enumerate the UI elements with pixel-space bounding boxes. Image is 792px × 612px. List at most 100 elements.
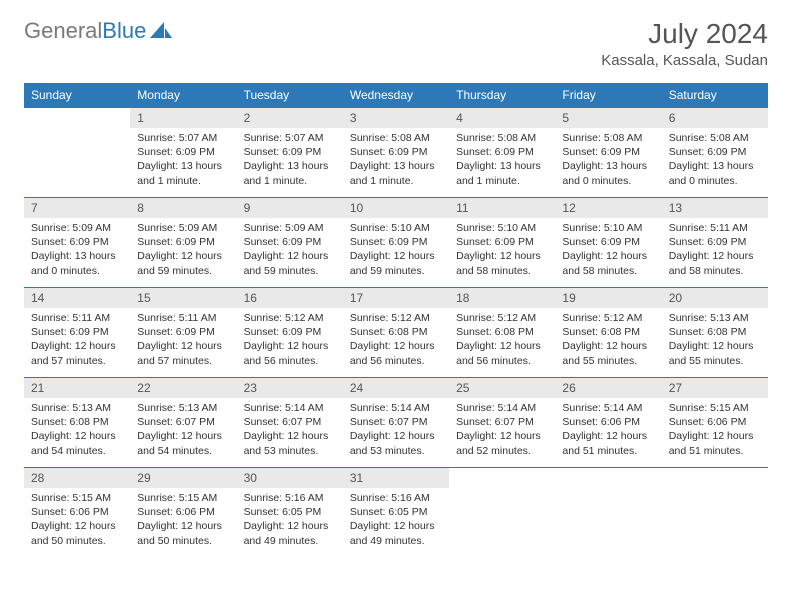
calendar-cell: 25Sunrise: 5:14 AMSunset: 6:07 PMDayligh… [449,377,555,467]
day-body: Sunrise: 5:08 AMSunset: 6:09 PMDaylight:… [343,128,449,194]
day-number-empty [24,107,130,128]
calendar-cell: 29Sunrise: 5:15 AMSunset: 6:06 PMDayligh… [130,467,236,557]
day-body: Sunrise: 5:14 AMSunset: 6:07 PMDaylight:… [237,398,343,464]
calendar-cell: 3Sunrise: 5:08 AMSunset: 6:09 PMDaylight… [343,107,449,197]
day-body: Sunrise: 5:12 AMSunset: 6:08 PMDaylight:… [449,308,555,374]
weekday-header: Sunday [24,83,130,107]
calendar-cell: 20Sunrise: 5:13 AMSunset: 6:08 PMDayligh… [662,287,768,377]
header: GeneralBlue July 2024 Kassala, Kassala, … [24,18,768,69]
calendar-cell [449,467,555,557]
day-number: 27 [662,377,768,398]
calendar-cell: 4Sunrise: 5:08 AMSunset: 6:09 PMDaylight… [449,107,555,197]
calendar-cell: 10Sunrise: 5:10 AMSunset: 6:09 PMDayligh… [343,197,449,287]
calendar-cell: 14Sunrise: 5:11 AMSunset: 6:09 PMDayligh… [24,287,130,377]
day-body: Sunrise: 5:10 AMSunset: 6:09 PMDaylight:… [449,218,555,284]
day-number: 6 [662,107,768,128]
day-number: 8 [130,197,236,218]
day-number: 10 [343,197,449,218]
calendar-cell: 8Sunrise: 5:09 AMSunset: 6:09 PMDaylight… [130,197,236,287]
day-number: 28 [24,467,130,488]
brand-part1: General [24,18,102,44]
calendar-week-row: 21Sunrise: 5:13 AMSunset: 6:08 PMDayligh… [24,377,768,467]
calendar-cell: 21Sunrise: 5:13 AMSunset: 6:08 PMDayligh… [24,377,130,467]
day-number: 16 [237,287,343,308]
day-body: Sunrise: 5:15 AMSunset: 6:06 PMDaylight:… [130,488,236,554]
day-number-empty [449,467,555,488]
day-body: Sunrise: 5:14 AMSunset: 6:07 PMDaylight:… [449,398,555,464]
day-body: Sunrise: 5:12 AMSunset: 6:08 PMDaylight:… [343,308,449,374]
day-body: Sunrise: 5:16 AMSunset: 6:05 PMDaylight:… [237,488,343,554]
calendar-body: 1Sunrise: 5:07 AMSunset: 6:09 PMDaylight… [24,107,768,557]
day-body: Sunrise: 5:08 AMSunset: 6:09 PMDaylight:… [449,128,555,194]
day-body: Sunrise: 5:09 AMSunset: 6:09 PMDaylight:… [24,218,130,284]
day-body: Sunrise: 5:10 AMSunset: 6:09 PMDaylight:… [343,218,449,284]
day-number: 1 [130,107,236,128]
title-block: July 2024 Kassala, Kassala, Sudan [601,18,768,69]
day-number: 20 [662,287,768,308]
calendar-cell: 1Sunrise: 5:07 AMSunset: 6:09 PMDaylight… [130,107,236,197]
day-body: Sunrise: 5:11 AMSunset: 6:09 PMDaylight:… [130,308,236,374]
day-body: Sunrise: 5:09 AMSunset: 6:09 PMDaylight:… [130,218,236,284]
day-body: Sunrise: 5:15 AMSunset: 6:06 PMDaylight:… [662,398,768,464]
day-body: Sunrise: 5:07 AMSunset: 6:09 PMDaylight:… [130,128,236,194]
calendar-cell: 13Sunrise: 5:11 AMSunset: 6:09 PMDayligh… [662,197,768,287]
calendar-cell: 30Sunrise: 5:16 AMSunset: 6:05 PMDayligh… [237,467,343,557]
day-body: Sunrise: 5:09 AMSunset: 6:09 PMDaylight:… [237,218,343,284]
weekday-header: Friday [555,83,661,107]
day-number: 4 [449,107,555,128]
day-number: 22 [130,377,236,398]
day-number: 17 [343,287,449,308]
day-body: Sunrise: 5:10 AMSunset: 6:09 PMDaylight:… [555,218,661,284]
calendar-cell: 26Sunrise: 5:14 AMSunset: 6:06 PMDayligh… [555,377,661,467]
day-number: 30 [237,467,343,488]
day-number: 15 [130,287,236,308]
calendar-cell: 19Sunrise: 5:12 AMSunset: 6:08 PMDayligh… [555,287,661,377]
day-number: 31 [343,467,449,488]
calendar-cell: 31Sunrise: 5:16 AMSunset: 6:05 PMDayligh… [343,467,449,557]
day-number: 18 [449,287,555,308]
calendar-cell: 9Sunrise: 5:09 AMSunset: 6:09 PMDaylight… [237,197,343,287]
day-number: 9 [237,197,343,218]
location-text: Kassala, Kassala, Sudan [601,52,768,69]
day-number: 14 [24,287,130,308]
calendar-cell [662,467,768,557]
day-number: 2 [237,107,343,128]
calendar-head: SundayMondayTuesdayWednesdayThursdayFrid… [24,83,768,107]
calendar-cell [555,467,661,557]
calendar-cell: 5Sunrise: 5:08 AMSunset: 6:09 PMDaylight… [555,107,661,197]
day-body: Sunrise: 5:07 AMSunset: 6:09 PMDaylight:… [237,128,343,194]
day-body: Sunrise: 5:08 AMSunset: 6:09 PMDaylight:… [662,128,768,194]
day-number: 13 [662,197,768,218]
brand-logo: GeneralBlue [24,18,172,44]
calendar-cell: 6Sunrise: 5:08 AMSunset: 6:09 PMDaylight… [662,107,768,197]
brand-part2: Blue [102,18,146,44]
day-body: Sunrise: 5:11 AMSunset: 6:09 PMDaylight:… [24,308,130,374]
calendar-week-row: 1Sunrise: 5:07 AMSunset: 6:09 PMDaylight… [24,107,768,197]
day-number-empty [555,467,661,488]
calendar-cell: 24Sunrise: 5:14 AMSunset: 6:07 PMDayligh… [343,377,449,467]
day-body: Sunrise: 5:12 AMSunset: 6:09 PMDaylight:… [237,308,343,374]
day-number-empty [662,467,768,488]
day-number: 7 [24,197,130,218]
day-body: Sunrise: 5:14 AMSunset: 6:07 PMDaylight:… [343,398,449,464]
calendar-cell [24,107,130,197]
calendar-cell: 22Sunrise: 5:13 AMSunset: 6:07 PMDayligh… [130,377,236,467]
calendar-cell: 16Sunrise: 5:12 AMSunset: 6:09 PMDayligh… [237,287,343,377]
calendar-table: SundayMondayTuesdayWednesdayThursdayFrid… [24,83,768,557]
calendar-cell: 18Sunrise: 5:12 AMSunset: 6:08 PMDayligh… [449,287,555,377]
day-number: 29 [130,467,236,488]
day-body: Sunrise: 5:13 AMSunset: 6:08 PMDaylight:… [24,398,130,464]
calendar-cell: 28Sunrise: 5:15 AMSunset: 6:06 PMDayligh… [24,467,130,557]
day-number: 3 [343,107,449,128]
calendar-cell: 23Sunrise: 5:14 AMSunset: 6:07 PMDayligh… [237,377,343,467]
day-number: 21 [24,377,130,398]
day-number: 11 [449,197,555,218]
day-number: 23 [237,377,343,398]
calendar-week-row: 7Sunrise: 5:09 AMSunset: 6:09 PMDaylight… [24,197,768,287]
day-body: Sunrise: 5:15 AMSunset: 6:06 PMDaylight:… [24,488,130,554]
day-body: Sunrise: 5:16 AMSunset: 6:05 PMDaylight:… [343,488,449,554]
day-number: 5 [555,107,661,128]
day-number: 19 [555,287,661,308]
calendar-cell: 12Sunrise: 5:10 AMSunset: 6:09 PMDayligh… [555,197,661,287]
weekday-header: Monday [130,83,236,107]
